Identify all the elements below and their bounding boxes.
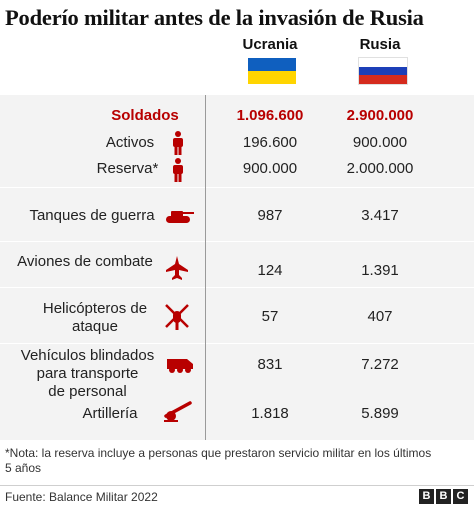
bbc-logo: B B C [419,489,468,504]
bbc-logo-letter: B [419,489,434,504]
value-russia-soldados: 2.900.000 [346,107,414,124]
row-label-vehiculos-line3: de personal [48,383,127,400]
row-divider [0,343,474,344]
value-russia-tanques: 3.417 [361,207,399,224]
value-ukraine-vehiculos: 831 [257,356,283,373]
value-ukraine-helicopteros: 57 [261,308,279,325]
value-russia-vehiculos: 7.272 [361,356,399,373]
value-russia-artilleria: 5.899 [361,405,399,422]
bbc-logo-letter: B [436,489,451,504]
value-russia-aviones: 1.391 [361,262,399,279]
column-divider [205,95,206,440]
value-russia-helicopteros: 407 [367,308,393,325]
bbc-logo-letter: C [453,489,468,504]
row-divider [0,241,474,242]
table-background [0,95,474,440]
value-ukraine-artilleria: 1.818 [251,405,289,422]
footnote-line-1: *Nota: la reserva incluye a personas que… [5,446,432,460]
footnote: *Nota: la reserva incluye a personas que… [5,446,465,476]
helicopter-icon [165,304,189,330]
soldier-icon [172,131,184,155]
row-label-vehiculos-line1: Vehículos blindados [20,347,155,364]
chart-title: Poderío militar antes de la invasión de … [5,5,424,30]
row-divider [0,187,474,188]
row-label-activos: Activos [105,134,155,151]
armored-vehicle-icon [167,355,193,373]
column-header-ukraine: Ucrania [242,36,298,53]
value-ukraine-tanques: 987 [257,207,283,224]
tank-icon [166,207,194,223]
source-text: Fuente: Balance Militar 2022 [5,490,158,504]
row-label-vehiculos-line2: para transporte [36,365,139,382]
artillery-icon [162,400,192,422]
row-label-reserva: Reserva* [96,160,159,177]
row-divider [0,287,474,288]
source-divider [0,485,474,486]
russia-flag-icon [359,58,407,84]
row-label-helicopteros-line1: Helicópteros de [42,300,148,317]
soldier-icon [172,158,184,182]
value-ukraine-aviones: 124 [257,262,283,279]
row-label-soldados: Soldados [111,107,179,124]
value-ukraine-soldados: 1.096.600 [236,107,304,124]
row-label-tanques: Tanques de guerra [29,207,155,224]
ukraine-flag-icon [248,58,296,84]
value-russia-reserva: 2.000.000 [346,160,414,177]
row-label-aviones: Aviones de combate [17,253,153,270]
value-ukraine-reserva: 900.000 [242,160,298,177]
footnote-line-2: 5 años [5,461,42,475]
fighter-jet-icon [166,256,188,280]
value-ukraine-activos: 196.600 [242,134,298,151]
row-label-helicopteros-line2: ataque [72,318,118,335]
value-russia-activos: 900.000 [352,134,408,151]
row-label-artilleria: Artillería [82,405,138,422]
column-header-russia: Rusia [359,36,401,53]
